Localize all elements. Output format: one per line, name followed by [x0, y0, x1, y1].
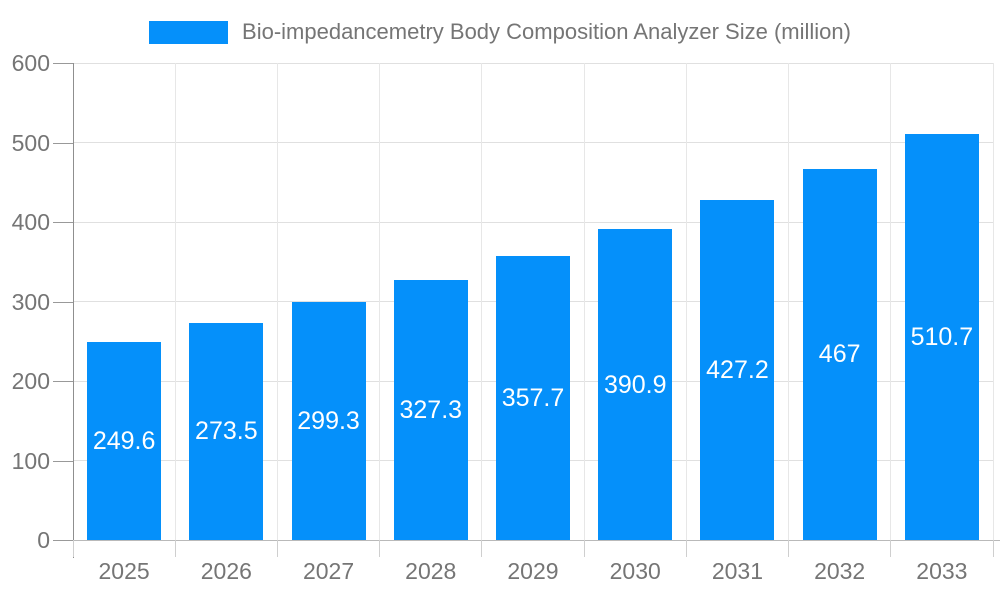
bar	[87, 341, 162, 540]
legend-swatch	[149, 20, 229, 44]
x-axis-tick	[685, 540, 687, 557]
y-axis-line	[73, 63, 74, 558]
plot-area: 249.6 273.5 299.3 327.3 357.7 390.9 427.2 467 51…	[73, 62, 994, 540]
y-tick-label: 200	[11, 368, 50, 394]
gridline-vertical	[685, 63, 687, 540]
legend-item[interactable]: Bio-impedancemetry Body Composition Anal…	[0, 18, 1000, 46]
x-tick-label: 2030	[609, 558, 661, 584]
x-axis-tick	[583, 540, 585, 557]
bar-value-label: 299.3	[297, 407, 360, 436]
x-tick-label: 2029	[507, 558, 559, 584]
y-axis-tick	[53, 381, 73, 382]
bar	[598, 229, 673, 540]
bar	[393, 279, 468, 540]
gridline-vertical	[276, 63, 278, 540]
y-axis-tick	[53, 540, 73, 541]
y-tick-label: 500	[11, 129, 50, 156]
bar-value-label: 427.2	[706, 356, 769, 385]
x-axis-tick	[276, 540, 278, 557]
bar	[700, 200, 775, 540]
gridline-vertical	[890, 63, 892, 540]
gridline-vertical	[481, 63, 483, 540]
y-tick-label: 600	[11, 50, 50, 76]
gridline-vertical	[174, 63, 176, 540]
x-axis-tick	[788, 540, 790, 557]
bar	[496, 255, 570, 540]
x-tick-label: 2027	[302, 558, 355, 584]
gridline-horizontal	[73, 62, 993, 64]
legend-label: Bio-impedancemetry Body Composition Anal…	[242, 19, 851, 44]
gridline-horizontal	[73, 221, 993, 223]
bar-value-label: 510.7	[910, 322, 974, 351]
bar	[802, 168, 877, 540]
bar-value-label: 357.7	[501, 383, 565, 412]
bar-value-label: 273.5	[195, 417, 258, 446]
bar-value-label: 327.3	[399, 395, 463, 424]
x-tick-label: 2025	[98, 558, 150, 584]
y-tick-label: 400	[11, 209, 50, 235]
y-tick-label: 0	[37, 527, 50, 553]
bar-value-label: 249.6	[92, 426, 156, 455]
bar	[189, 322, 264, 540]
gridline-vertical	[583, 63, 585, 540]
bar-value-label: 467	[818, 340, 861, 369]
gridline-vertical	[379, 63, 381, 540]
y-tick-label: 300	[11, 288, 50, 315]
bar	[904, 133, 979, 540]
x-tick-label: 2032	[814, 558, 866, 584]
x-axis-tick	[481, 540, 483, 557]
x-tick-label: 2026	[200, 558, 252, 584]
x-axis-tick	[174, 540, 176, 557]
y-axis-tick	[53, 222, 73, 223]
x-axis-tick	[992, 540, 994, 557]
x-axis-line	[53, 540, 1000, 541]
bar	[291, 302, 366, 540]
x-axis-tick	[379, 540, 381, 557]
gridline-vertical	[992, 63, 994, 540]
x-tick-label: 2031	[711, 558, 764, 584]
y-tick-label: 100	[11, 447, 50, 474]
y-axis-tick	[53, 142, 73, 144]
y-axis-tick	[53, 301, 73, 303]
y-axis-tick	[53, 460, 73, 462]
x-tick-label: 2033	[916, 558, 968, 584]
x-tick-label: 2028	[405, 558, 457, 584]
gridline-vertical	[788, 63, 790, 540]
gridline-horizontal	[73, 142, 993, 143]
y-axis-tick	[53, 63, 73, 64]
bar-value-label: 390.9	[603, 370, 667, 399]
x-axis-tick	[72, 540, 74, 557]
x-axis-tick	[890, 540, 892, 557]
